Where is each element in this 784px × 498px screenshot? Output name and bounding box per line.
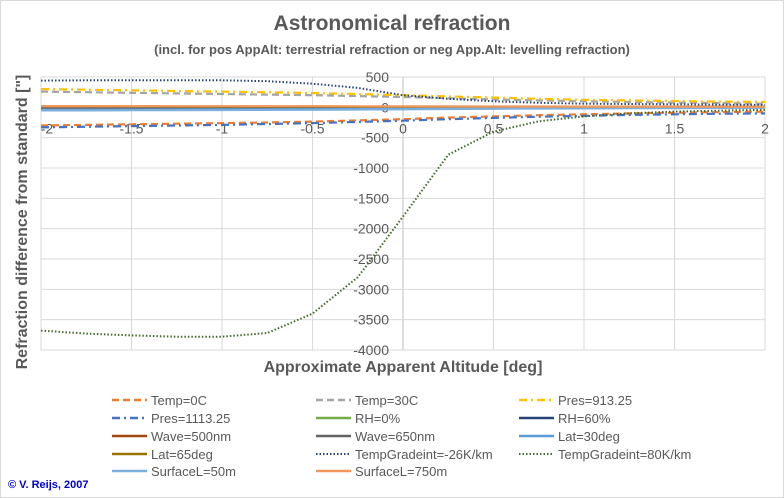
y-tick-label: -4000 [353, 342, 389, 358]
legend-label: Lat=65deg [151, 447, 213, 462]
legend-label: Pres=1113.25 [151, 411, 230, 426]
legend-item: Temp=0C [112, 393, 207, 408]
legend-item: RH=60% [519, 411, 611, 426]
x-tick-label: 0.5 [484, 120, 504, 136]
x-tick-label: 1 [580, 120, 588, 136]
legend-item: SurfaceL=750m [316, 464, 447, 479]
legend-label: RH=0% [355, 411, 401, 426]
x-tick-label: 0 [399, 120, 407, 136]
legend-item: Pres=913.25 [519, 393, 632, 408]
legend-item: TempGradeint=-26K/km [316, 447, 493, 462]
x-tick-label: 2 [761, 120, 769, 136]
chart-title: Astronomical refraction [273, 12, 511, 35]
y-tick-label: -1000 [353, 160, 389, 176]
legend-item: Lat=30deg [519, 429, 620, 444]
legend-label: Pres=913.25 [558, 393, 632, 408]
y-tick-label: -500 [361, 130, 389, 146]
legend-label: Lat=30deg [558, 429, 620, 444]
series-line-surfacel-50m [41, 106, 766, 112]
y-tick-label: -2500 [353, 251, 389, 267]
legend-label: SurfaceL=750m [355, 464, 447, 479]
x-axis-title: Approximate Apparent Altitude [deg] [264, 359, 543, 376]
legend-label: Wave=500nm [151, 429, 231, 444]
legend-label: Temp=30C [355, 393, 418, 408]
legend-label: RH=60% [558, 411, 611, 426]
series-line-surfacel-750m [41, 104, 765, 108]
legend-label: TempGradeint=-26K/km [355, 447, 493, 462]
series-line-tempgradeint-80k-km [40, 108, 766, 338]
y-tick-label: -2000 [353, 221, 389, 237]
legend-item: SurfaceL=50m [112, 464, 236, 479]
chart-subtitle: (incl. for pos AppAlt: terrestrial refra… [154, 42, 630, 57]
legend-label: TempGradeint=80K/km [558, 447, 691, 462]
legend-item: Temp=30C [316, 393, 418, 408]
legend-item: Wave=650nm [316, 429, 435, 444]
legend-label: Wave=650nm [355, 429, 435, 444]
legend-item: RH=0% [316, 411, 401, 426]
legend-item: Pres=1113.25 [112, 411, 230, 426]
series-line-pres-913-25 [40, 88, 766, 103]
legend-item: Lat=65deg [112, 447, 213, 462]
legend-item: TempGradeint=80K/km [519, 447, 691, 462]
legend-item: Wave=500nm [112, 429, 231, 444]
y-tick-label: -3500 [353, 312, 389, 328]
x-tick-label: 1.5 [665, 120, 685, 136]
y-axis-title: Refraction difference from standard ["] [14, 75, 31, 370]
x-tick-label: -1.5 [119, 120, 143, 136]
copyright-text: © V. Reijs, 2007 [8, 479, 89, 491]
series-line-pres-1113-25 [40, 112, 766, 129]
y-tick-label: -3000 [353, 281, 389, 297]
y-tick-label: -1500 [353, 190, 389, 206]
x-tick-label: -0.5 [300, 120, 324, 136]
legend-label: Temp=0C [151, 393, 207, 408]
y-tick-label: 500 [366, 69, 390, 85]
legend-label: SurfaceL=50m [151, 464, 236, 479]
